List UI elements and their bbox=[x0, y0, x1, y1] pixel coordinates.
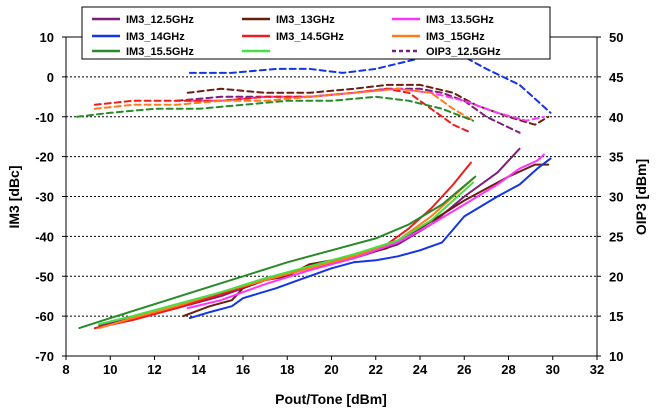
x-axis-title: Pout/Tone [dBm] bbox=[275, 391, 387, 407]
y-tick-label: 0 bbox=[47, 70, 54, 85]
y2-tick-label: 35 bbox=[609, 150, 623, 165]
y-tick-label: -40 bbox=[35, 229, 54, 244]
y-tick-label: -70 bbox=[35, 349, 54, 364]
x-tick-label: 20 bbox=[324, 362, 338, 377]
x-tick-label: 30 bbox=[546, 362, 560, 377]
legend: IM3_12.5GHz IM3_13GHz IM3_13.5GHz IM3_14GHz… bbox=[82, 7, 550, 59]
y-tick-label: -30 bbox=[35, 190, 54, 205]
y2-tick-label: 30 bbox=[609, 190, 623, 205]
y-tick-label: 10 bbox=[40, 30, 54, 45]
y-axis-title: IM3 [dBc] bbox=[6, 166, 22, 229]
y-tick-label: -60 bbox=[35, 309, 54, 324]
legend-label: IM3_15GHz bbox=[426, 31, 485, 43]
y2-tick-label: 50 bbox=[609, 30, 623, 45]
y-tick-label: -20 bbox=[35, 150, 54, 165]
y2-tick-label: 40 bbox=[609, 110, 623, 125]
x-tick-label: 18 bbox=[280, 362, 294, 377]
x-tick-label: 28 bbox=[501, 362, 515, 377]
legend-label: IM3_15.5GHz bbox=[126, 46, 194, 58]
x-tick-label: 12 bbox=[147, 362, 161, 377]
x-tick-label: 8 bbox=[62, 362, 69, 377]
y2-tick-label: 10 bbox=[609, 349, 623, 364]
x-tick-label: 14 bbox=[192, 362, 207, 377]
x-tick-label: 24 bbox=[413, 362, 428, 377]
legend-label: IM3_12.5GHz bbox=[126, 14, 194, 26]
y2-tick-label: 15 bbox=[609, 309, 623, 324]
y2-tick-label: 20 bbox=[609, 269, 623, 284]
legend-label: OIP3_12.5GHz bbox=[426, 46, 501, 58]
y2-axis-title: OIP3 [dBm] bbox=[633, 159, 649, 235]
y-tick-label: -10 bbox=[35, 110, 54, 125]
legend-label: IM3_13GHz bbox=[276, 14, 335, 26]
x-tick-label: 26 bbox=[457, 362, 471, 377]
y-tick-label: -50 bbox=[35, 269, 54, 284]
legend-label: IM3_14.5GHz bbox=[276, 31, 344, 43]
legend-label: IM3_14GHz bbox=[126, 31, 185, 43]
x-tick-label: 16 bbox=[236, 362, 250, 377]
legend-label: IM3_13.5GHz bbox=[426, 14, 494, 26]
x-tick-label: 32 bbox=[590, 362, 604, 377]
x-tick-label: 10 bbox=[103, 362, 117, 377]
y2-tick-label: 45 bbox=[609, 70, 623, 85]
y2-tick-label: 25 bbox=[609, 229, 623, 244]
x-tick-label: 22 bbox=[369, 362, 383, 377]
